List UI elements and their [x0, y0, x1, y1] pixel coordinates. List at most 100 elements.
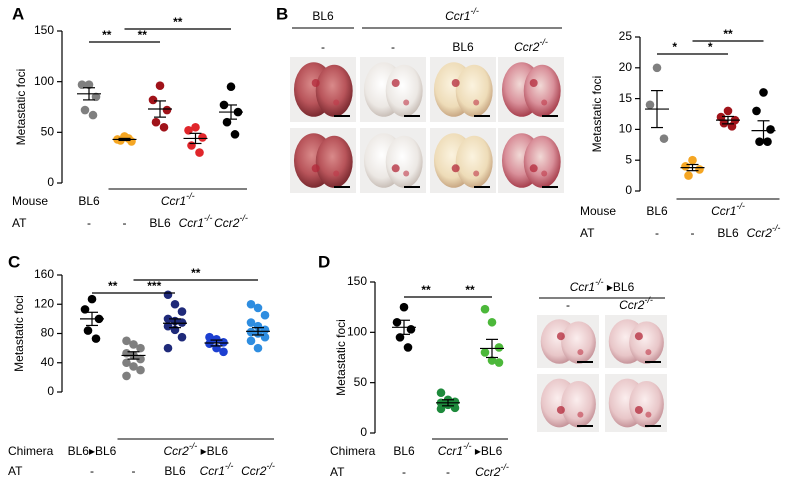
- error-bar: [86, 311, 98, 327]
- data-point: [177, 318, 187, 327]
- group-label: Ccr1-/-: [711, 201, 745, 218]
- panel-label: D: [318, 252, 330, 271]
- data-point: [399, 302, 409, 312]
- error-bar: [118, 137, 131, 142]
- lung-lobe: [561, 321, 596, 364]
- nodule: [333, 170, 340, 177]
- y-tick-label: 25: [619, 29, 633, 43]
- y-axis-title: Metastatic foci: [12, 295, 26, 372]
- photo-header: BL6: [312, 9, 334, 23]
- nodule: [541, 99, 548, 106]
- data-point: [222, 117, 232, 127]
- nodule: [556, 405, 565, 414]
- nodule: [403, 99, 410, 106]
- error-bar: [442, 399, 454, 407]
- data-point: [253, 303, 263, 313]
- significance-label: *: [708, 40, 713, 54]
- group-label: -: [402, 465, 406, 479]
- nodule: [311, 79, 320, 87]
- data-point: [695, 165, 704, 174]
- error-bar: [757, 120, 770, 142]
- group-label: -: [655, 226, 659, 240]
- significance-label: **: [173, 15, 183, 29]
- row-label: Mouse: [12, 194, 48, 208]
- nodule: [577, 349, 584, 356]
- nodule: [556, 332, 565, 341]
- data-point: [195, 148, 204, 157]
- data-point: [480, 348, 490, 357]
- lung-lobe: [385, 135, 423, 188]
- nodule: [403, 170, 410, 177]
- data-point: [159, 122, 169, 132]
- row-label: AT: [12, 216, 27, 230]
- nodule: [391, 79, 400, 87]
- data-point: [80, 105, 90, 115]
- group-label: Ccr1-/-: [179, 213, 213, 230]
- nodule: [473, 170, 480, 177]
- photo-column-label: -: [566, 298, 570, 312]
- error-bar: [210, 339, 223, 347]
- lung-lobe: [315, 64, 353, 117]
- data-point: [198, 133, 207, 142]
- group-label: Ccr2-/-: [747, 223, 781, 240]
- data-point: [91, 334, 101, 343]
- group-label: BL6: [393, 444, 415, 458]
- data-point: [253, 321, 263, 331]
- significance-label: *: [672, 40, 677, 54]
- data-point: [136, 343, 145, 353]
- data-point: [246, 336, 256, 346]
- data-point: [163, 314, 173, 324]
- data-point: [77, 80, 87, 90]
- data-point: [136, 365, 145, 375]
- nodule: [451, 79, 460, 87]
- significance-label: ***: [147, 279, 161, 293]
- error-bar: [651, 89, 663, 129]
- nodule: [311, 164, 320, 173]
- data-point: [406, 325, 416, 334]
- data-point: [88, 110, 98, 120]
- y-tick-label: 150: [34, 23, 54, 37]
- data-point: [91, 92, 101, 102]
- photo-column-label: -: [321, 40, 325, 54]
- data-point: [487, 356, 497, 365]
- y-tick-label: 20: [619, 60, 633, 74]
- y-tick-label: 100: [347, 325, 367, 339]
- row-label: AT: [8, 464, 23, 478]
- error-bar: [686, 163, 699, 172]
- data-point: [230, 130, 240, 139]
- y-tick-label: 0: [47, 384, 54, 398]
- data-point: [151, 117, 161, 127]
- data-point: [155, 81, 165, 91]
- data-point: [494, 343, 504, 352]
- nodule: [473, 99, 480, 106]
- nodule: [645, 411, 652, 418]
- data-point: [83, 326, 93, 335]
- y-tick-label: 40: [41, 355, 55, 369]
- row-label: AT: [330, 465, 345, 479]
- data-point: [436, 388, 446, 398]
- y-tick-label: 5: [625, 152, 632, 166]
- error-bar: [252, 327, 264, 336]
- data-point: [205, 332, 214, 342]
- data-point: [766, 125, 775, 134]
- data-point: [122, 371, 131, 381]
- panel-label: B: [276, 4, 288, 23]
- significance-label: **: [108, 279, 118, 293]
- y-tick-label: 15: [619, 91, 633, 105]
- data-point: [395, 333, 405, 342]
- data-point: [684, 171, 693, 180]
- data-point: [184, 126, 193, 135]
- row-label: AT: [580, 226, 595, 240]
- y-tick-label: 0: [625, 183, 632, 197]
- y-tick-label: 10: [619, 122, 633, 136]
- group-label: Ccr1-/-: [161, 191, 195, 208]
- panel-label: C: [8, 252, 20, 271]
- data-point: [652, 63, 662, 73]
- nodule: [451, 164, 460, 173]
- photo-column-label: BL6: [452, 40, 474, 54]
- data-point: [253, 343, 263, 353]
- significance-label: **: [138, 28, 148, 42]
- data-point: [163, 321, 173, 331]
- data-point: [494, 358, 504, 367]
- y-tick-label: 50: [354, 375, 368, 389]
